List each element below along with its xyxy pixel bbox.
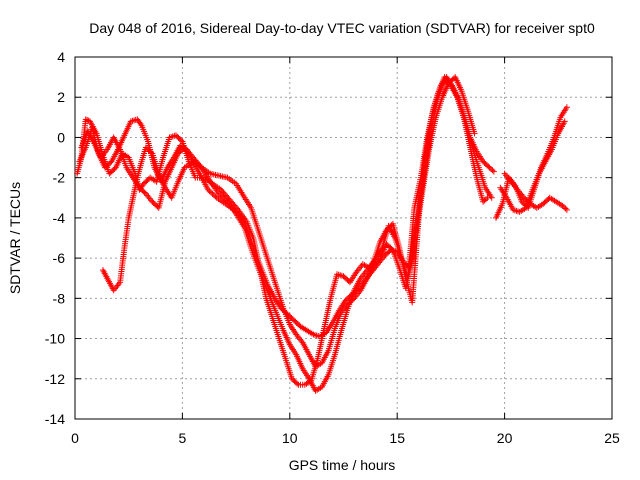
data-point — [563, 206, 570, 213]
data-point — [212, 193, 219, 200]
series-track-6 — [497, 118, 568, 215]
y-axis-label: SDTVAR / TECUs — [7, 182, 23, 294]
y-tick-label: -4 — [53, 210, 66, 226]
data-point — [482, 196, 489, 203]
y-tick-label: -6 — [53, 250, 66, 266]
data-point — [486, 164, 493, 171]
y-tick-label: -2 — [53, 170, 66, 186]
data-point — [178, 137, 185, 144]
data-point — [471, 130, 478, 137]
data-point — [218, 193, 225, 200]
y-tick-label: 0 — [57, 129, 65, 145]
plot-frame — [74, 56, 613, 420]
data-points — [74, 74, 570, 394]
grid-lines — [75, 57, 612, 419]
data-point — [489, 167, 496, 174]
data-point — [561, 204, 568, 211]
data-point — [215, 190, 222, 197]
data-point — [148, 149, 155, 156]
data-point — [485, 163, 492, 170]
data-point — [294, 380, 301, 387]
data-point — [205, 186, 212, 193]
data-point — [208, 189, 215, 196]
data-point — [209, 190, 216, 197]
data-point — [206, 188, 213, 195]
data-point — [82, 116, 89, 123]
x-tick-label: 10 — [282, 430, 298, 446]
y-tick-label: -8 — [53, 290, 66, 306]
data-point — [141, 189, 148, 196]
x-tick-label: 15 — [389, 430, 405, 446]
x-tick-label: 0 — [71, 430, 79, 446]
y-tick-label: -14 — [45, 411, 65, 427]
y-tick-label: -10 — [45, 331, 65, 347]
x-axis-label: GPS time / hours — [289, 457, 396, 473]
series-track-7 — [501, 170, 570, 213]
tick-labels: 0 5 10 15 20 25 -14 -12 -10 -8 -6 -4 -2 0 2 4 — [45, 49, 620, 446]
data-point — [559, 202, 566, 209]
data-point — [480, 198, 487, 205]
x-tick-label: 25 — [604, 430, 620, 446]
axis-ticks — [74, 56, 613, 420]
y-tick-label: 4 — [57, 49, 65, 65]
data-point — [84, 117, 91, 124]
data-point — [563, 104, 570, 111]
y-tick-label: -12 — [45, 371, 65, 387]
data-point — [481, 197, 488, 204]
x-tick-label: 20 — [497, 430, 513, 446]
series-track-4 — [99, 74, 491, 394]
y-tick-label: 2 — [57, 89, 65, 105]
data-point — [484, 194, 491, 201]
data-point — [487, 165, 494, 172]
x-tick-label: 5 — [179, 430, 187, 446]
data-point — [562, 205, 569, 212]
data-point — [220, 194, 227, 201]
data-point — [561, 118, 568, 125]
data-point — [223, 197, 230, 204]
data-point — [217, 192, 224, 199]
data-point — [221, 196, 228, 203]
chart-title: Day 048 of 2016, Sidereal Day-to-day VTE… — [89, 20, 595, 36]
data-point — [210, 192, 217, 199]
data-point — [490, 168, 497, 175]
